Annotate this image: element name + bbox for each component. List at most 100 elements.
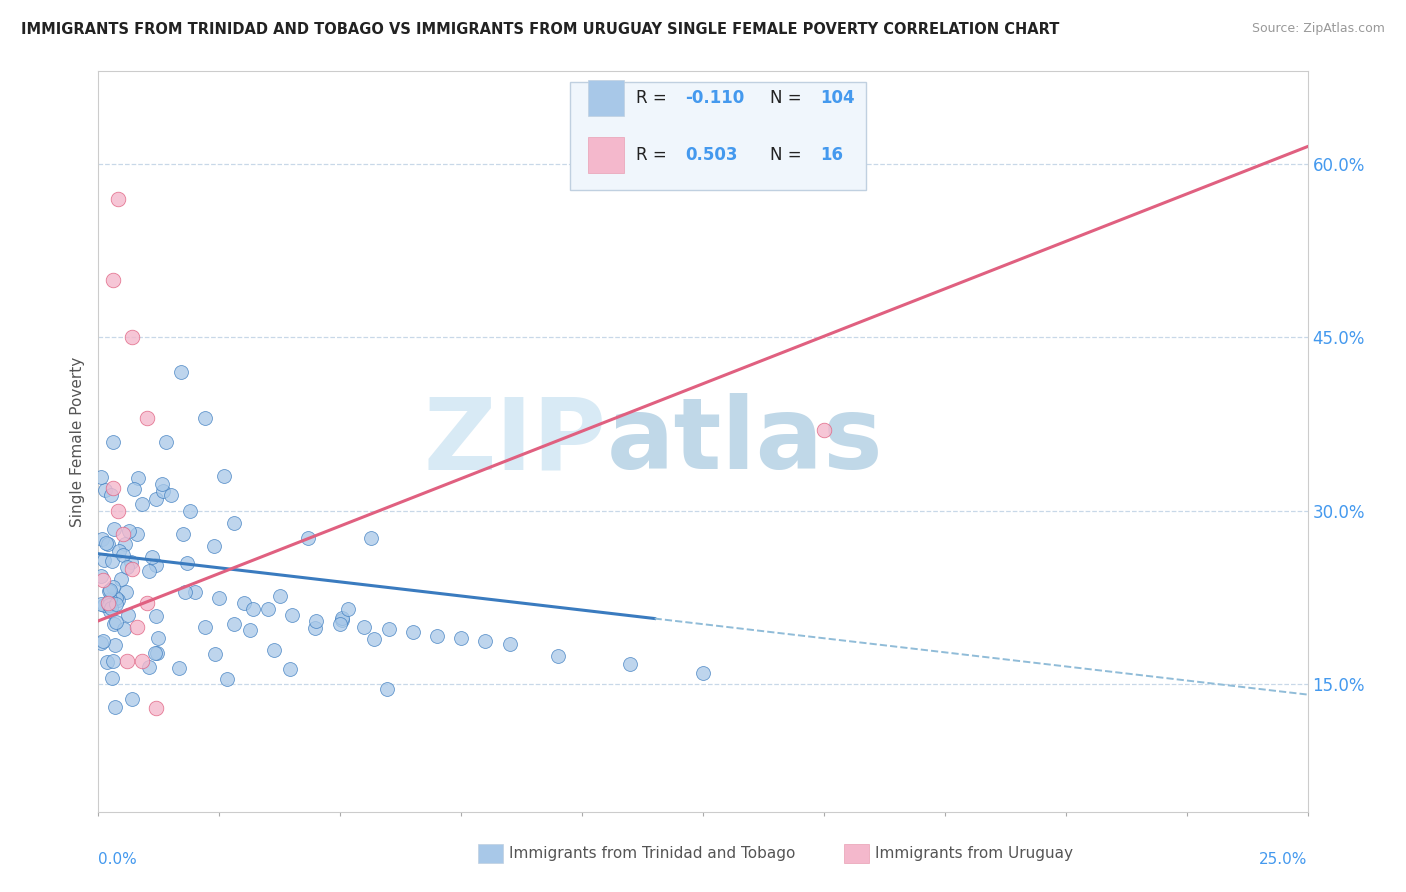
Point [103, 522, 125, 536]
Point [111, 548, 134, 562]
Point [111, 527, 134, 541]
Point [152, 483, 174, 498]
Point [377, 622, 399, 636]
Point [90, 636, 112, 650]
Point [101, 580, 124, 594]
Point [172, 526, 194, 541]
Text: ZIP: ZIP [423, 393, 606, 490]
Point [474, 633, 496, 648]
Point [138, 660, 160, 674]
Point [127, 527, 149, 541]
Point [281, 608, 304, 623]
Point [98, 603, 121, 617]
Point [105, 598, 128, 612]
Point [101, 272, 124, 286]
Point [450, 631, 472, 645]
Text: R =: R = [637, 146, 672, 164]
Point [278, 662, 301, 676]
Point [107, 504, 129, 518]
Point [212, 469, 235, 483]
Point [91, 574, 114, 588]
Point [692, 665, 714, 680]
Point [145, 609, 167, 624]
Point [127, 619, 149, 633]
Point [145, 700, 167, 714]
Point [330, 611, 353, 625]
Text: 16: 16 [820, 146, 844, 164]
Point [146, 631, 169, 645]
Text: Source: ZipAtlas.com: Source: ZipAtlas.com [1251, 22, 1385, 36]
Point [122, 482, 145, 496]
Point [100, 601, 122, 615]
Point [107, 192, 129, 206]
Point [115, 560, 138, 574]
Point [145, 558, 167, 572]
Point [103, 616, 125, 631]
Text: 104: 104 [820, 89, 855, 107]
Point [155, 434, 177, 449]
Point [194, 411, 217, 425]
Point [135, 411, 157, 425]
Y-axis label: Single Female Poverty: Single Female Poverty [70, 357, 86, 526]
Point [174, 585, 197, 599]
Point [330, 613, 353, 627]
Point [90, 533, 112, 547]
Point [242, 602, 264, 616]
Point [117, 608, 139, 623]
Text: Immigrants from Trinidad and Tobago: Immigrants from Trinidad and Tobago [509, 847, 796, 861]
Point [179, 504, 201, 518]
Point [90, 569, 112, 583]
Point [118, 524, 141, 538]
Point [112, 622, 135, 636]
Text: 0.0%: 0.0% [98, 853, 138, 867]
Point [256, 602, 278, 616]
Point [176, 557, 198, 571]
Text: R =: R = [637, 89, 672, 107]
Point [138, 565, 160, 579]
Point [98, 582, 121, 597]
Point [101, 654, 124, 668]
Text: 25.0%: 25.0% [1260, 853, 1308, 867]
Point [98, 591, 121, 606]
Point [100, 554, 122, 568]
Point [114, 537, 136, 551]
Point [101, 671, 124, 685]
Point [329, 617, 352, 632]
Point [363, 632, 385, 646]
Point [232, 597, 254, 611]
Point [104, 700, 127, 714]
Text: N =: N = [769, 146, 807, 164]
Point [105, 615, 128, 630]
Point [101, 481, 124, 495]
Point [127, 471, 149, 485]
Point [169, 365, 191, 379]
Point [304, 621, 326, 635]
Point [96, 655, 118, 669]
Point [547, 648, 569, 663]
Point [97, 584, 120, 599]
Text: -0.110: -0.110 [685, 89, 744, 107]
Point [145, 492, 167, 507]
Point [239, 623, 262, 637]
Point [194, 620, 217, 634]
Point [145, 646, 167, 660]
Point [93, 552, 115, 566]
FancyBboxPatch shape [569, 82, 866, 190]
Text: IMMIGRANTS FROM TRINIDAD AND TOBAGO VS IMMIGRANTS FROM URUGUAY SINGLE FEMALE POV: IMMIGRANTS FROM TRINIDAD AND TOBAGO VS I… [21, 22, 1060, 37]
Point [96, 536, 118, 550]
Point [204, 647, 226, 661]
Point [208, 591, 231, 605]
Point [120, 555, 142, 569]
Point [117, 654, 139, 668]
Point [105, 591, 128, 606]
Point [135, 597, 157, 611]
Point [402, 625, 425, 640]
Text: 0.503: 0.503 [685, 146, 737, 164]
Point [269, 589, 291, 603]
Point [96, 536, 118, 550]
Point [90, 470, 112, 484]
Point [98, 598, 121, 612]
Text: N =: N = [769, 89, 807, 107]
Point [204, 539, 226, 553]
Point [353, 619, 375, 633]
